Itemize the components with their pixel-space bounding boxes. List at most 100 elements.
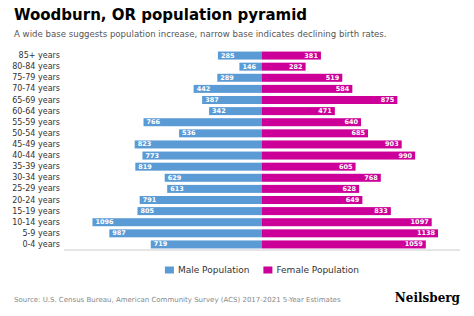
- bar: [262, 207, 391, 215]
- bar: [151, 240, 262, 248]
- chart: Woodburn, OR population pyramid A wide ba…: [0, 0, 474, 316]
- background: [0, 0, 474, 316]
- data-label: 1097: [411, 218, 429, 226]
- data-label: 536: [182, 129, 196, 137]
- legend-swatch: [263, 267, 272, 274]
- data-label: 471: [318, 107, 332, 115]
- y-tick-label: 15-19 years: [12, 207, 60, 216]
- bar: [262, 152, 415, 160]
- data-label: 342: [212, 107, 226, 115]
- data-label: 833: [374, 207, 388, 215]
- y-tick-label: 80-84 years: [12, 62, 60, 71]
- data-label: 805: [140, 207, 154, 215]
- data-label: 791: [143, 196, 157, 204]
- bar: [194, 85, 262, 93]
- bar: [144, 118, 262, 126]
- data-label: 387: [205, 96, 219, 104]
- bar: [262, 63, 306, 71]
- bars: [92, 52, 438, 249]
- bar: [262, 107, 335, 115]
- page: {"chart_data": {"type": "bar", "orientat…: [0, 0, 474, 316]
- data-label: 1059: [405, 240, 424, 248]
- bar: [142, 152, 262, 160]
- data-label: 649: [346, 196, 360, 204]
- bar: [262, 196, 362, 204]
- bar: [262, 218, 432, 226]
- source: Source: U.S. Census Bureau, American Com…: [14, 296, 341, 304]
- legend-item: Male Population: [165, 265, 249, 275]
- data-label: 1096: [95, 218, 114, 226]
- x-axis-line: [64, 250, 460, 251]
- y-tick-label: 5-9 years: [22, 229, 60, 238]
- data-label: 819: [138, 163, 152, 171]
- data-label: 823: [138, 140, 152, 148]
- y-tick-label: 30-34 years: [12, 173, 60, 182]
- y-tick-label: 40-44 years: [12, 151, 60, 160]
- data-label: 903: [385, 140, 399, 148]
- y-tick-label: 20-24 years: [12, 196, 60, 205]
- data-label: 773: [145, 152, 159, 160]
- y-tick-label: 60-64 years: [12, 107, 60, 116]
- legend-label: Female Population: [276, 265, 359, 275]
- bar: [262, 174, 381, 182]
- bar: [262, 74, 342, 82]
- y-tick-label: 10-14 years: [12, 218, 60, 227]
- bar: [179, 129, 262, 137]
- bar: [217, 74, 262, 82]
- bar: [109, 229, 262, 237]
- y-axis: 85+ years80-84 years75-79 years70-74 yea…: [12, 51, 60, 249]
- bar: [262, 52, 321, 60]
- data-label: 990: [399, 152, 413, 160]
- data-label: 282: [289, 63, 303, 71]
- legend-label: Male Population: [178, 265, 249, 275]
- bar: [218, 52, 262, 60]
- data-label: 768: [364, 174, 378, 182]
- bar: [165, 174, 262, 182]
- y-tick-label: 85+ years: [19, 51, 60, 60]
- bar: [137, 207, 262, 215]
- data-label: 629: [168, 174, 182, 182]
- y-tick-label: 35-39 years: [12, 162, 60, 171]
- data-label: 640: [344, 118, 358, 126]
- data-labels: 2851462894423873427665368237738196296137…: [95, 52, 435, 249]
- y-tick-label: 45-49 years: [12, 140, 60, 149]
- bar: [262, 163, 356, 171]
- data-label: 875: [381, 96, 395, 104]
- data-label: 146: [242, 63, 256, 71]
- bar: [262, 229, 438, 237]
- data-label: 1138: [417, 229, 436, 237]
- data-label: 584: [336, 85, 350, 93]
- bar: [167, 185, 262, 193]
- legend-swatch: [165, 267, 174, 274]
- bar: [262, 140, 402, 148]
- bar: [202, 96, 262, 104]
- bar: [262, 85, 352, 93]
- y-tick-label: 65-69 years: [12, 96, 60, 105]
- y-tick-label: 70-74 years: [12, 84, 60, 93]
- data-label: 442: [197, 85, 211, 93]
- legend: Male Population Female Population: [165, 265, 359, 275]
- bar: [135, 163, 262, 171]
- y-tick-label: 50-54 years: [12, 129, 60, 138]
- data-label: 987: [112, 229, 126, 237]
- brand: Neilsberg: [395, 291, 461, 305]
- data-label: 613: [170, 185, 184, 193]
- bar: [239, 63, 262, 71]
- y-tick-label: 25-29 years: [12, 184, 60, 193]
- bar: [262, 240, 426, 248]
- bar: [262, 185, 359, 193]
- data-label: 766: [147, 118, 161, 126]
- title: Woodburn, OR population pyramid: [14, 6, 307, 24]
- legend-item: Female Population: [263, 265, 359, 275]
- y-tick-label: 55-59 years: [12, 118, 60, 127]
- data-label: 605: [339, 163, 353, 171]
- data-label: 719: [154, 240, 168, 248]
- data-label: 381: [304, 52, 318, 60]
- bar: [262, 129, 368, 137]
- data-label: 685: [351, 129, 365, 137]
- data-label: 628: [343, 185, 357, 193]
- bar: [262, 118, 361, 126]
- data-label: 289: [220, 74, 234, 82]
- bar: [262, 96, 397, 104]
- subtitle: A wide base suggests population increase…: [14, 29, 387, 39]
